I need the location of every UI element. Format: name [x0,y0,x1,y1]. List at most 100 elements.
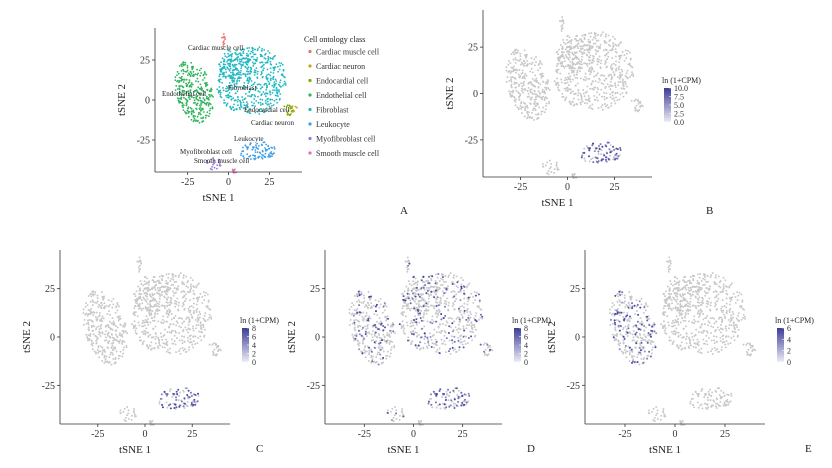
data-point [440,284,443,287]
data-point [457,323,460,326]
data-point [618,77,621,80]
data-point [638,363,641,366]
data-point [207,299,210,302]
data-point [225,94,227,97]
data-point [182,276,185,279]
data-point [119,324,122,327]
data-point [587,59,590,62]
data-point [170,299,173,302]
data-point [589,73,591,76]
data-point [93,350,96,353]
data-point [706,314,709,317]
data-point [409,299,412,302]
data-point [574,38,577,40]
expressing-point [377,328,380,330]
data-point [689,305,692,308]
data-point [257,48,259,50]
data-point [261,55,264,58]
data-point [222,45,225,47]
data-point [126,332,129,335]
data-point [120,333,123,336]
expressing-point [159,397,162,400]
data-point [160,321,163,324]
data-point [250,50,253,53]
data-point [103,307,106,310]
data-point [524,102,527,105]
data-point [232,71,234,74]
data-point [135,327,138,330]
data-point [603,98,606,101]
data-point [122,324,125,327]
expressing-point [410,332,413,335]
data-point [189,290,192,293]
data-point [374,361,377,364]
data-point [85,333,88,336]
data-point [422,281,425,284]
data-point [260,61,263,63]
data-point [567,84,570,87]
data-point [204,312,207,315]
data-point [436,276,439,279]
data-point [255,146,258,149]
data-point [199,97,201,100]
data-point [618,42,621,45]
data-point [567,50,570,53]
data-point [269,63,272,65]
data-point [192,325,194,328]
data-point [362,341,365,344]
data-point [181,101,184,104]
data-point [107,342,110,345]
data-point [203,335,206,338]
data-point [94,328,97,331]
data-point [218,78,221,81]
data-point [443,334,446,337]
data-point [505,81,508,83]
data-point [614,326,617,329]
data-point [190,108,193,110]
data-point [589,54,592,57]
data-point [82,308,85,311]
data-point [152,279,154,282]
data-point [667,321,670,324]
data-point [240,154,242,157]
data-point [249,66,252,69]
data-point [188,79,191,81]
data-point [573,74,576,76]
data-point [623,294,626,297]
data-point [195,98,198,100]
data-point [181,105,184,107]
data-point [228,62,231,65]
data-point [269,107,271,110]
data-point [165,293,168,296]
data-point [109,351,112,354]
expressing-point [612,145,615,148]
data-point [453,300,456,303]
data-point [266,86,268,88]
data-point [178,85,181,88]
data-point [409,309,412,312]
data-point [175,280,178,283]
data-point [541,88,544,91]
data-point [260,50,263,52]
data-point [560,20,563,23]
data-point [566,90,569,92]
data-point [604,48,607,51]
data-point [137,303,140,306]
data-point [149,333,152,336]
expressing-point [382,305,385,308]
data-point [370,307,373,310]
data-point [91,348,94,351]
expressing-point [379,353,382,356]
data-point [603,41,606,44]
data-point [422,319,425,322]
expressing-point [373,341,376,344]
data-point [169,323,172,326]
data-point [218,63,221,66]
data-point [209,94,211,96]
data-point [571,71,574,74]
y-tick-label: 25 [468,43,478,54]
data-point [617,339,620,342]
data-point [674,324,676,327]
data-point [86,337,89,340]
